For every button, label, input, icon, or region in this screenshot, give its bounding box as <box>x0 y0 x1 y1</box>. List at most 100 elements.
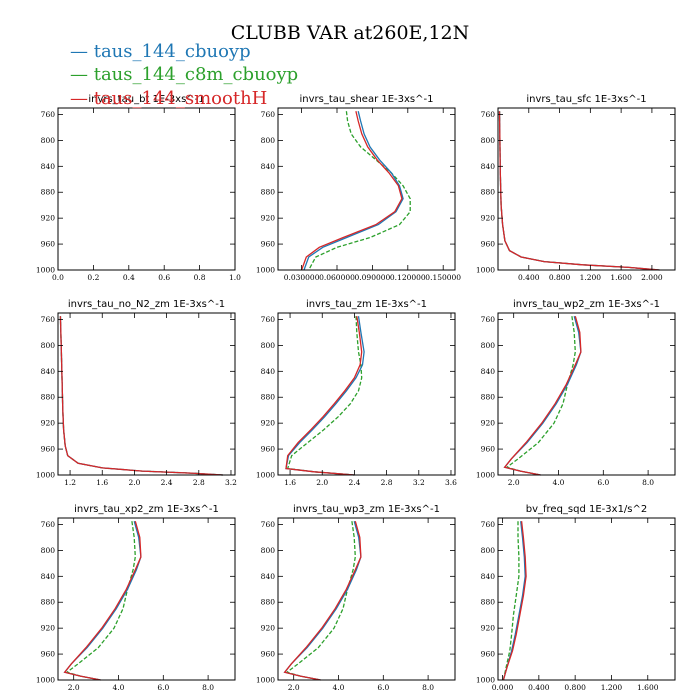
y-tick-label: 760 <box>261 520 276 529</box>
x-tick-label: 0.8 <box>194 273 206 282</box>
y-tick-label: 880 <box>41 393 56 402</box>
plot-frame <box>57 107 236 271</box>
series-line-taus-144-c8m-cbuoyp <box>285 521 356 681</box>
y-tick-label: 800 <box>261 546 276 555</box>
y-tick-label: 760 <box>481 315 496 324</box>
x-tick-label: 3.2 <box>413 478 425 487</box>
x-tick-label: 0.0 <box>52 273 64 282</box>
y-tick-label: 880 <box>41 598 56 607</box>
plot-frame <box>277 312 456 476</box>
panel-title: invrs_tau_wp3_zm 1E-3xs^-1 <box>293 504 440 515</box>
y-tick-label: 840 <box>41 572 56 581</box>
x-tick-label: 6.0 <box>377 683 389 692</box>
y-tick-label: 880 <box>261 393 276 402</box>
y-tick-label: 1000 <box>36 676 55 685</box>
panel-title: invrs_tau_xp2_zm 1E-3xs^-1 <box>74 504 219 515</box>
y-tick-label: 1000 <box>256 676 275 685</box>
y-tick-label: 880 <box>41 188 56 197</box>
panel-invrs-tau-wp2-zm: invrs_tau_wp2_zm 1E-3xs^-1 760 800 840 880 92… <box>476 299 676 487</box>
y-tick-label: 920 <box>481 419 496 428</box>
panel-title: invrs_tau_wp2_zm 1E-3xs^-1 <box>513 299 660 310</box>
y-tick-label: 1000 <box>476 676 495 685</box>
x-tick-label: 2.0 <box>288 683 300 692</box>
y-tick-label: 840 <box>261 367 276 376</box>
y-tick-label: 1000 <box>36 266 55 275</box>
y-tick-label: 1000 <box>36 471 55 480</box>
panel-title: invrs_tau_bt 1E-3xs^-1 <box>88 94 204 105</box>
x-tick-label: 1.2 <box>64 478 76 487</box>
panels: invrs_tau_bt 1E-3xs^-1 760 800 840 880 920 960… <box>36 94 676 692</box>
series-line-taus-144-c8m-cbuoyp <box>308 111 411 271</box>
x-tick-label: 1.600 <box>637 683 659 692</box>
y-tick-label: 760 <box>41 315 56 324</box>
y-tick-label: 800 <box>41 341 56 350</box>
x-tick-label: 6.0 <box>597 478 609 487</box>
panel-bv-freq-sqd: bv_freq_sqd 1E-3x1/s^2 760 800 840 880 920 960… <box>476 504 676 692</box>
y-tick-label: 920 <box>41 624 56 633</box>
plot-frame <box>277 107 456 271</box>
x-tick-label: 2.4 <box>161 478 173 487</box>
panel-title: invrs_tau_no_N2_zm 1E-3xs^-1 <box>68 299 225 310</box>
series-line-taus-144-cbuoyp <box>503 316 582 476</box>
panel-title: invrs_tau_sfc 1E-3xs^-1 <box>526 94 646 105</box>
y-tick-label: 760 <box>41 520 56 529</box>
x-tick-label: 2.0 <box>128 478 140 487</box>
y-tick-label: 840 <box>41 162 56 171</box>
series-line-taus-144-cbuoyp <box>285 316 365 476</box>
panel-invrs-tau-xp2-zm: invrs_tau_xp2_zm 1E-3xs^-1 760 800 840 880 92… <box>36 504 236 692</box>
x-tick-label: 0.6 <box>158 273 170 282</box>
y-tick-label: 920 <box>41 419 56 428</box>
series-line-taus-144-cbuoyp <box>303 111 404 271</box>
panel-invrs-tau-shear: invrs_tau_shear 1E-3xs^-1 760 800 840 880 920… <box>256 94 461 282</box>
plot-frame <box>497 517 676 681</box>
x-tick-label: 3.2 <box>225 478 237 487</box>
y-tick-label: 920 <box>261 214 276 223</box>
series-line-taus-144-c8m-cbuoyp <box>498 111 660 271</box>
y-tick-label: 960 <box>261 445 276 454</box>
y-tick-label: 960 <box>41 445 56 454</box>
y-tick-label: 840 <box>481 572 496 581</box>
y-tick-label: 880 <box>261 188 276 197</box>
y-tick-label: 960 <box>261 240 276 249</box>
series-line-taus-144-smoothH <box>285 316 363 476</box>
y-tick-label: 800 <box>481 341 496 350</box>
x-tick-label: 6.0 <box>157 683 169 692</box>
y-tick-label: 960 <box>481 240 496 249</box>
series-line-taus-144-c8m-cbuoyp <box>65 521 136 681</box>
y-tick-label: 880 <box>481 188 496 197</box>
y-tick-label: 760 <box>41 110 56 119</box>
series-line-taus-144-c8m-cbuoyp <box>59 316 223 476</box>
x-tick-label: 0.030000 <box>284 273 320 282</box>
y-tick-label: 920 <box>261 624 276 633</box>
y-tick-label: 1000 <box>476 266 495 275</box>
x-tick-label: 0.800 <box>549 273 571 282</box>
y-tick-label: 920 <box>41 214 56 223</box>
legend: — taus_144_cbuoyp — taus_144_c8m_cbuoyp … <box>70 41 298 109</box>
panel-invrs-tau-sfc: invrs_tau_sfc 1E-3xs^-1 760 800 840 880 920 96… <box>476 94 676 282</box>
series-line-taus-144-smoothH <box>283 521 362 681</box>
x-tick-label: 0.400 <box>518 273 540 282</box>
panel-invrs-tau-zm: invrs_tau_zm 1E-3xs^-1 760 800 840 880 920 960… <box>256 299 457 487</box>
y-tick-label: 840 <box>41 367 56 376</box>
plot-frame <box>497 107 676 271</box>
x-tick-label: 0.000 <box>492 683 514 692</box>
x-tick-label: 1.200 <box>601 683 623 692</box>
y-tick-label: 800 <box>261 341 276 350</box>
x-tick-label: 1.0 <box>229 273 241 282</box>
panel-invrs-tau-bt: invrs_tau_bt 1E-3xs^-1 760 800 840 880 920 960… <box>36 94 241 282</box>
series-line-taus-144-smoothH <box>59 316 223 476</box>
y-tick-label: 840 <box>481 367 496 376</box>
y-tick-label: 1000 <box>256 266 275 275</box>
x-tick-label: 4.0 <box>113 683 125 692</box>
plot-frame <box>57 312 236 476</box>
y-tick-label: 760 <box>481 110 496 119</box>
x-tick-label: 3.6 <box>445 478 457 487</box>
y-tick-label: 880 <box>481 598 496 607</box>
panel-title: invrs_tau_shear 1E-3xs^-1 <box>300 94 434 105</box>
y-tick-label: 800 <box>261 136 276 145</box>
x-tick-label: 2.8 <box>193 478 205 487</box>
y-tick-label: 800 <box>481 136 496 145</box>
x-tick-label: 1.200 <box>580 273 602 282</box>
series-line-taus-144-cbuoyp <box>59 316 223 476</box>
y-tick-label: 960 <box>481 650 496 659</box>
